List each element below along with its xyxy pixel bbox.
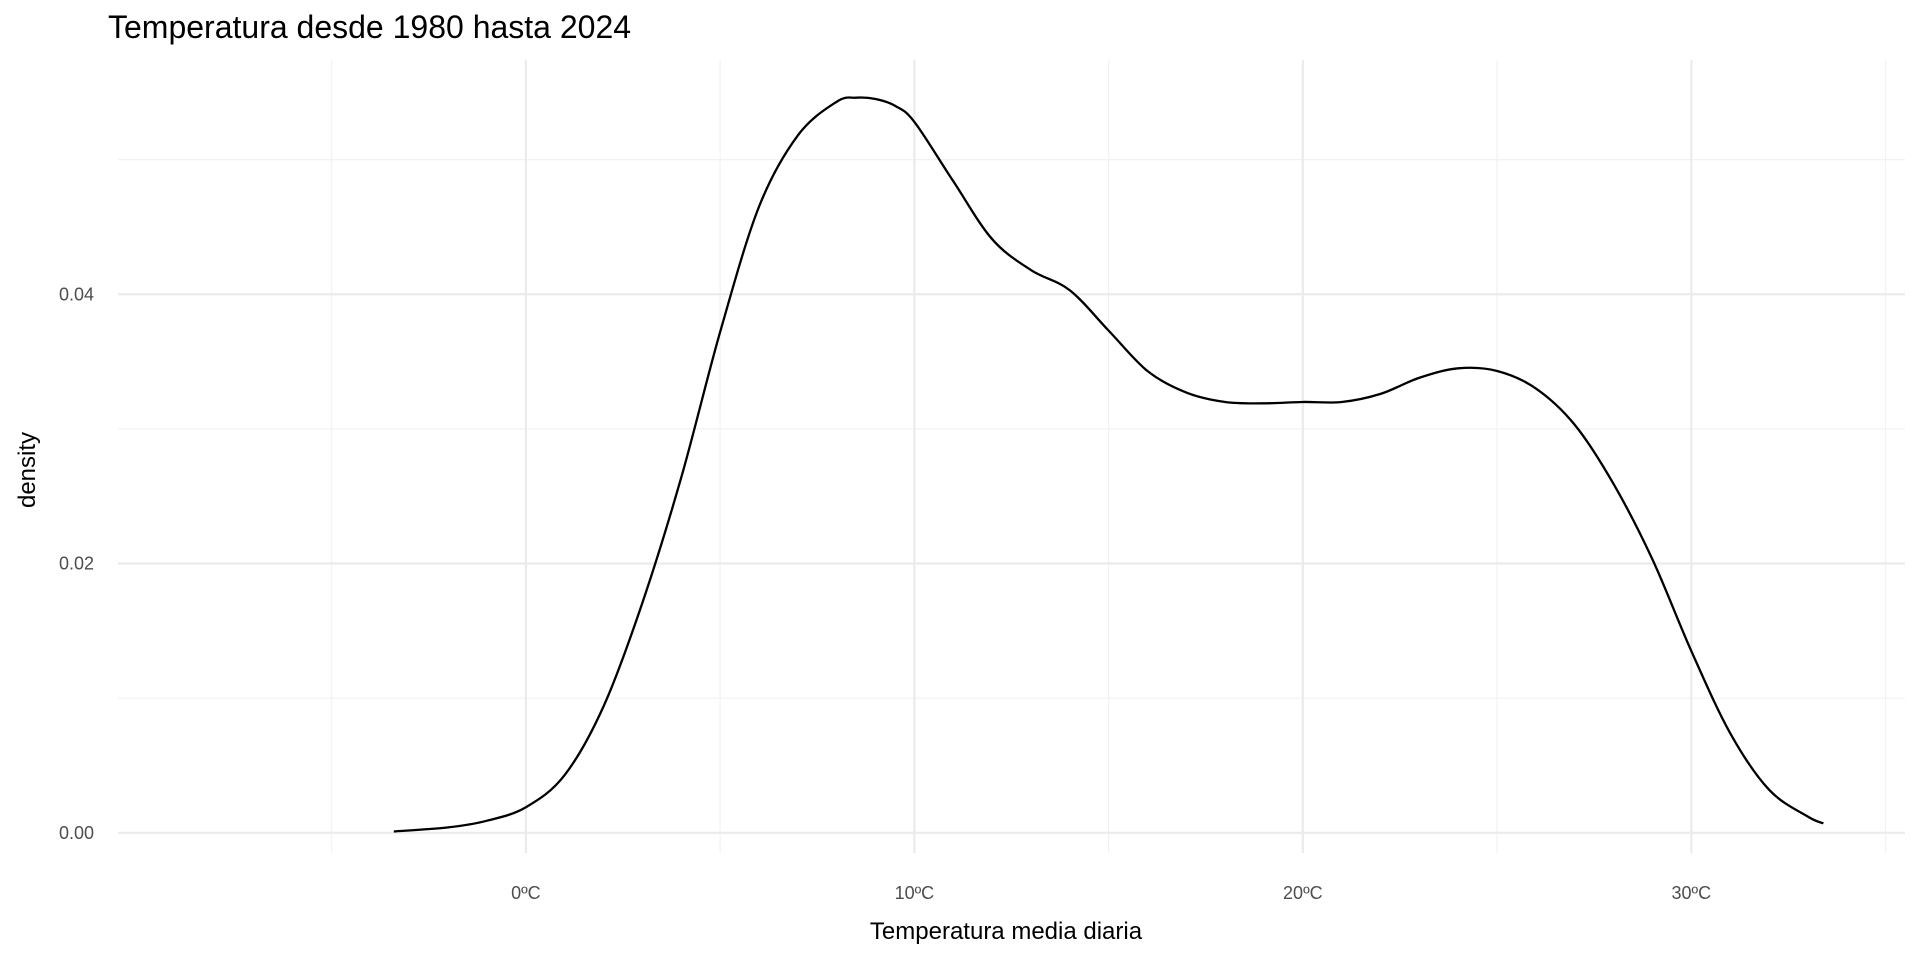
y-tick-label: 0.04 (59, 284, 94, 304)
series-layer (393, 96, 1824, 833)
x-tick-label: 0ºC (511, 883, 541, 903)
x-tick-label: 20ºC (1283, 883, 1323, 903)
grid-layer (118, 60, 1905, 853)
x-axis-title: Temperatura media diaria (870, 918, 1143, 945)
y-tick-label: 0.00 (59, 823, 94, 843)
x-tick-label: 10ºC (895, 883, 935, 903)
x-tick-labels: 0ºC 10ºC 20ºC 30ºC (511, 883, 1711, 903)
chart-title: Temperatura desde 1980 hasta 2024 (108, 9, 631, 45)
x-tick-label: 30ºC (1672, 883, 1712, 903)
y-tick-label: 0.02 (59, 554, 94, 574)
y-tick-labels: 0.00 0.02 0.04 (59, 284, 94, 843)
density-line (393, 96, 1824, 833)
y-axis-title: density (14, 432, 41, 508)
